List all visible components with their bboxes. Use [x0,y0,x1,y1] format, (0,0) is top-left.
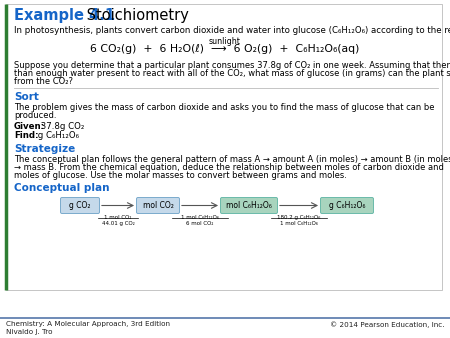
Text: Suppose you determine that a particular plant consumes 37.8g of CO₂ in one week.: Suppose you determine that a particular … [14,61,450,70]
Text: 1 mol C₆H₁₂O₆: 1 mol C₆H₁₂O₆ [181,215,219,220]
Text: The conceptual plan follows the general pattern of mass A → amount A (in moles) : The conceptual plan follows the general … [14,155,450,164]
Text: Chemistry: A Molecular Approach, 3rd Edition: Chemistry: A Molecular Approach, 3rd Edi… [6,321,170,327]
Text: 1 mol C₆H₁₂O₆: 1 mol C₆H₁₂O₆ [280,221,318,226]
Text: sunlight: sunlight [209,37,241,46]
FancyBboxPatch shape [320,197,374,214]
FancyBboxPatch shape [220,197,278,214]
Bar [6,4,442,290]
Text: moles of glucose. Use the molar masses to convert between grams and moles.: moles of glucose. Use the molar masses t… [14,171,347,180]
Text: Find:: Find: [14,131,39,140]
Text: The problem gives the mass of carbon dioxide and asks you to find the mass of gl: The problem gives the mass of carbon dio… [14,103,435,112]
Text: 180.2 g C₆H₁₂O₆: 180.2 g C₆H₁₂O₆ [277,215,321,220]
Text: produced.: produced. [14,111,57,120]
Text: g C₆H₁₂O₆: g C₆H₁₂O₆ [329,201,365,210]
Text: 37.8g CO₂: 37.8g CO₂ [38,122,85,131]
Text: g C₆H₁₂O₆: g C₆H₁₂O₆ [35,131,79,140]
Text: from the CO₂?: from the CO₂? [14,77,73,86]
Text: Nivaldo J. Tro: Nivaldo J. Tro [6,329,53,335]
Text: g CO₂: g CO₂ [69,201,91,210]
Text: → mass B. From the chemical equation, deduce the relationship between moles of c: → mass B. From the chemical equation, de… [14,163,444,172]
Text: 44.01 g CO₂: 44.01 g CO₂ [102,221,135,226]
FancyBboxPatch shape [60,197,99,214]
Text: Strategize: Strategize [14,144,75,154]
Text: 1 mol CO₂: 1 mol CO₂ [104,215,132,220]
Text: Conceptual plan: Conceptual plan [14,183,109,193]
Text: Sort: Sort [14,92,39,102]
Text: In photosynthesis, plants convert carbon dioxide and water into glucose (C₆H₁₂O₆: In photosynthesis, plants convert carbon… [14,26,450,35]
Text: mol CO₂: mol CO₂ [143,201,173,210]
Text: Given:: Given: [14,122,45,131]
Text: © 2014 Pearson Education, Inc.: © 2014 Pearson Education, Inc. [329,321,444,328]
Text: 6 mol CO₂: 6 mol CO₂ [186,221,214,226]
Text: 6 CO₂(g)  +  6 H₂O(ℓ)  ⟶  6 O₂(g)  +  C₆H₁₂O₆(aq): 6 CO₂(g) + 6 H₂O(ℓ) ⟶ 6 O₂(g) + C₆H₁₂O₆(… [90,44,360,54]
Text: than enough water present to react with all of the CO₂, what mass of glucose (in: than enough water present to react with … [14,69,450,78]
FancyBboxPatch shape [136,197,180,214]
Text: Example 4.1: Example 4.1 [14,8,115,23]
Text: Stoichiometry: Stoichiometry [82,8,189,23]
Text: mol C₆H₁₂O₆: mol C₆H₁₂O₆ [226,201,272,210]
